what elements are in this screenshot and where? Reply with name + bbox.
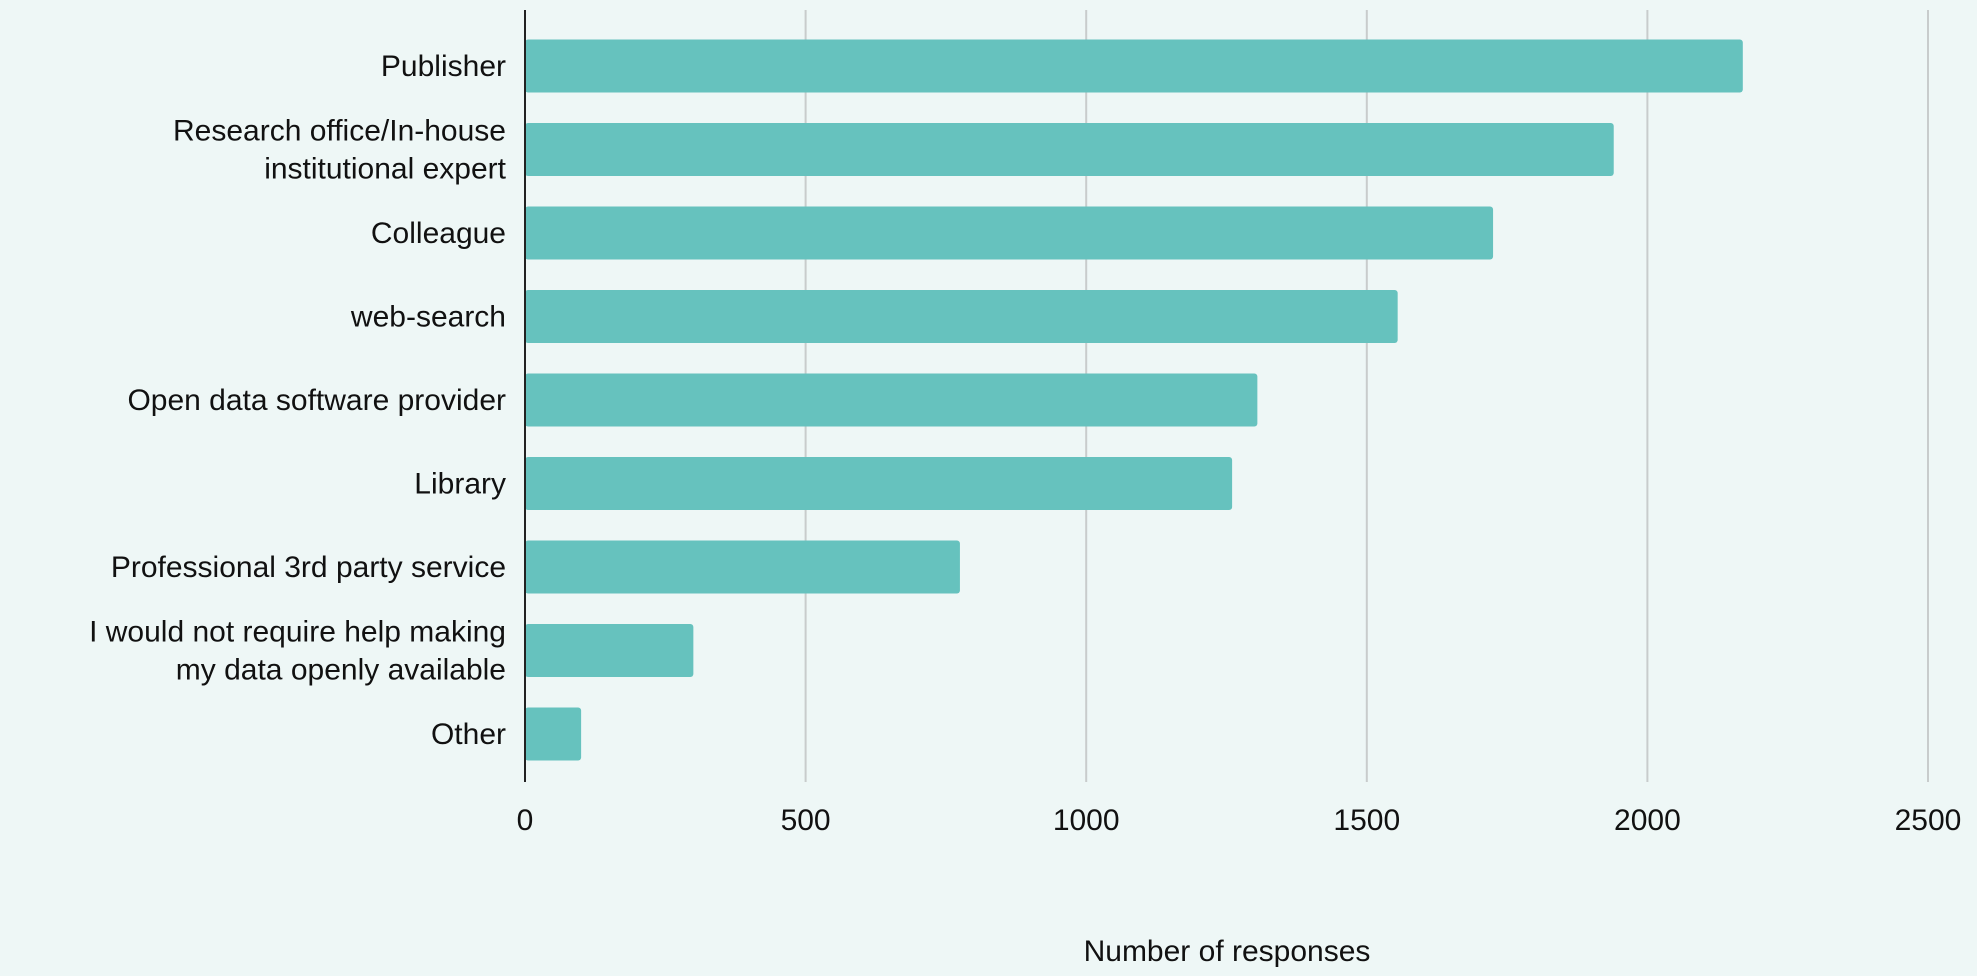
category-label: Publisher	[381, 50, 506, 83]
bar	[525, 373, 1258, 427]
x-axis-title: Number of responses	[1084, 935, 1371, 968]
category-label: Colleague	[371, 217, 506, 250]
x-tick-label: 1000	[1053, 804, 1120, 837]
x-tick-label: 0	[517, 804, 534, 837]
bar	[525, 123, 1614, 176]
labels: 0 500 1000 1500 2000 2500 Publisher Research of…	[89, 50, 1961, 837]
category-label: Library	[414, 468, 506, 501]
bar	[525, 624, 694, 677]
category-label: Professional 3rd party service	[111, 551, 506, 584]
x-tick-label: 2000	[1614, 804, 1681, 837]
category-label: I would not require help making my data o…	[89, 616, 506, 687]
bar	[525, 457, 1233, 510]
bar	[525, 707, 582, 761]
category-label: Open data software provider	[127, 384, 506, 417]
category-label: Other	[431, 718, 506, 751]
bar	[525, 206, 1494, 260]
bar	[525, 39, 1743, 93]
bar	[525, 290, 1398, 343]
x-tick-label: 2500	[1895, 804, 1962, 837]
bars	[525, 39, 1743, 761]
category-label: Research office/In-house institutional ex…	[173, 115, 507, 186]
x-tick-label: 500	[781, 804, 831, 837]
category-label: web-search	[350, 301, 506, 334]
x-tick-label: 1500	[1333, 804, 1400, 837]
bar	[525, 540, 960, 594]
